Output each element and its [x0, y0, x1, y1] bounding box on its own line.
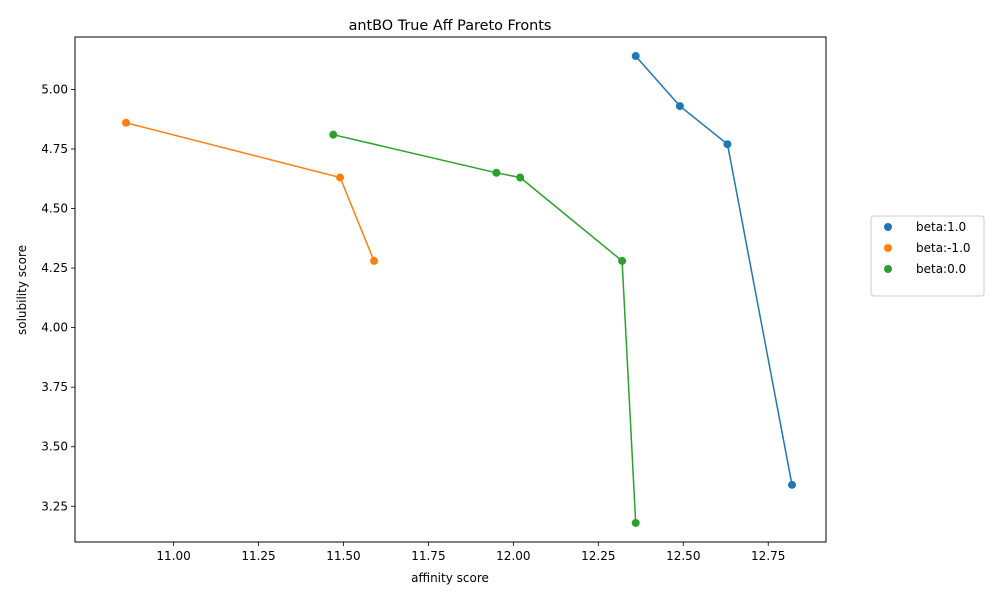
data-point: [675, 102, 684, 111]
x-tick-label: 11.25: [241, 549, 275, 563]
data-point: [336, 173, 345, 182]
y-tick-label: 4.25: [41, 261, 68, 275]
data-point: [788, 480, 797, 489]
data-point: [492, 168, 501, 177]
y-axis-label: solubility score: [15, 245, 29, 335]
legend: beta:1.0 beta:-1.0 beta:0.0: [870, 215, 985, 297]
y-tick-label: 3.25: [41, 499, 68, 513]
legend-marker: [884, 244, 892, 252]
y-tick-label: 4.50: [41, 202, 68, 216]
series-line: [125, 122, 375, 262]
legend-marker: [884, 223, 892, 231]
data-point: [370, 256, 379, 265]
data-point: [631, 518, 640, 527]
x-tick-label: 11.00: [156, 549, 190, 563]
y-tick-label: 3.50: [41, 440, 68, 454]
x-tick-label: 12.00: [496, 549, 530, 563]
chart-title: antBO True Aff Pareto Fronts: [349, 18, 552, 34]
legend-entry: beta:0.0: [916, 262, 966, 276]
data-point: [121, 118, 130, 127]
legend-marker: [884, 265, 892, 273]
series-line: [635, 55, 793, 485]
y-tick-label: 4.75: [41, 142, 68, 156]
x-tick-label: 12.50: [666, 549, 700, 563]
data-point: [618, 256, 627, 265]
y-tick-label: 4.00: [41, 321, 68, 335]
plot-area: [74, 36, 827, 543]
y-tick-label: 3.75: [41, 380, 68, 394]
data-point: [516, 173, 525, 182]
data-point: [631, 52, 640, 61]
legend-box: [870, 215, 985, 297]
legend-entry: beta:-1.0: [916, 241, 971, 255]
x-tick-label: 11.50: [326, 549, 360, 563]
y-axis-ticks: 3.25 3.50 3.75 4.00 4.25 4.50 4.75 5.00: [41, 82, 75, 513]
x-axis-ticks: 11.00 11.25 11.50 11.75 12.00 12.25 12.50 12.75: [156, 542, 785, 563]
x-axis-label: affinity score: [411, 571, 489, 585]
x-tick-label: 11.75: [411, 549, 445, 563]
data-point: [329, 130, 338, 139]
series-layer: [121, 52, 797, 527]
data-point: [723, 140, 732, 149]
series-line: [333, 133, 637, 523]
x-tick-label: 12.75: [751, 549, 785, 563]
legend-entry: beta:1.0: [916, 220, 966, 234]
y-tick-label: 5.00: [41, 82, 68, 96]
x-tick-label: 12.25: [581, 549, 615, 563]
